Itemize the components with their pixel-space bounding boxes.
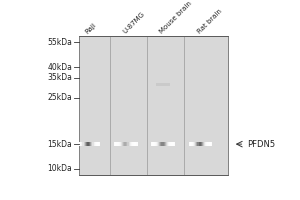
Bar — [192, 142, 194, 146]
Bar — [172, 142, 175, 146]
Text: PFDN5: PFDN5 — [247, 140, 275, 149]
Bar — [170, 142, 172, 146]
Bar — [162, 142, 165, 146]
Bar — [116, 142, 119, 146]
Bar — [135, 142, 138, 146]
Bar — [92, 142, 94, 146]
Bar — [80, 142, 83, 146]
Bar — [197, 142, 200, 146]
Bar — [204, 142, 206, 146]
Text: Mouse brain: Mouse brain — [159, 0, 194, 35]
Bar — [158, 142, 160, 146]
Bar — [81, 142, 84, 146]
Bar — [188, 142, 191, 146]
Bar — [79, 142, 82, 146]
Bar — [82, 142, 85, 146]
Bar — [152, 142, 155, 146]
Bar — [97, 142, 99, 146]
Bar — [117, 142, 120, 146]
Bar — [156, 83, 170, 86]
Bar — [131, 142, 133, 146]
Bar — [87, 142, 89, 146]
Text: 10kDa: 10kDa — [48, 164, 72, 173]
Bar — [121, 142, 123, 146]
Bar — [130, 142, 132, 146]
Bar — [156, 142, 158, 146]
Bar — [194, 142, 196, 146]
Bar — [120, 142, 122, 146]
Bar — [208, 142, 211, 146]
Text: 15kDa: 15kDa — [48, 140, 72, 149]
Bar — [98, 142, 101, 146]
Bar — [210, 142, 212, 146]
Bar — [171, 142, 174, 146]
Bar — [77, 142, 79, 146]
Bar — [79, 36, 228, 175]
Bar — [199, 142, 201, 146]
Bar — [168, 142, 170, 146]
Bar — [114, 142, 116, 146]
Bar — [134, 142, 136, 146]
Bar — [123, 142, 125, 146]
Bar — [195, 142, 197, 146]
Bar — [200, 142, 202, 146]
Bar — [84, 142, 86, 146]
Bar — [164, 142, 166, 146]
Bar — [161, 142, 164, 146]
Bar — [132, 142, 134, 146]
Bar — [126, 142, 129, 146]
Text: 35kDa: 35kDa — [47, 73, 72, 82]
Bar — [88, 142, 90, 146]
Bar — [167, 142, 169, 146]
Bar — [92, 142, 95, 146]
Bar — [169, 142, 172, 146]
Bar — [190, 142, 192, 146]
Bar — [96, 142, 98, 146]
Bar — [78, 142, 80, 146]
Bar — [125, 142, 128, 146]
Bar — [154, 142, 156, 146]
Bar — [124, 142, 127, 146]
Bar — [154, 142, 157, 146]
Text: 25kDa: 25kDa — [48, 93, 72, 102]
Bar — [129, 142, 131, 146]
Text: 55kDa: 55kDa — [47, 38, 72, 47]
Bar — [165, 142, 167, 146]
Bar — [166, 142, 168, 146]
Bar — [202, 142, 204, 146]
Bar — [201, 142, 203, 146]
Bar — [207, 142, 210, 146]
Bar — [206, 142, 209, 146]
Bar — [128, 142, 130, 146]
Bar — [193, 142, 195, 146]
Text: Rat brain: Rat brain — [196, 8, 223, 35]
Bar — [203, 142, 205, 146]
Text: U-87MG: U-87MG — [122, 11, 146, 35]
Bar — [160, 142, 163, 146]
Bar — [89, 142, 92, 146]
Bar — [196, 142, 199, 146]
Bar — [85, 142, 87, 146]
Bar — [118, 142, 121, 146]
Bar — [159, 142, 161, 146]
Bar — [157, 142, 159, 146]
Text: 40kDa: 40kDa — [47, 63, 72, 72]
Bar — [133, 142, 135, 146]
Bar — [205, 142, 208, 146]
Bar — [94, 142, 96, 146]
Bar — [115, 142, 118, 146]
Bar — [86, 142, 88, 146]
Bar — [151, 142, 154, 146]
Text: Raji: Raji — [84, 21, 98, 35]
Bar — [90, 142, 93, 146]
Bar — [95, 142, 97, 146]
Bar — [122, 142, 124, 146]
Bar — [191, 142, 193, 146]
